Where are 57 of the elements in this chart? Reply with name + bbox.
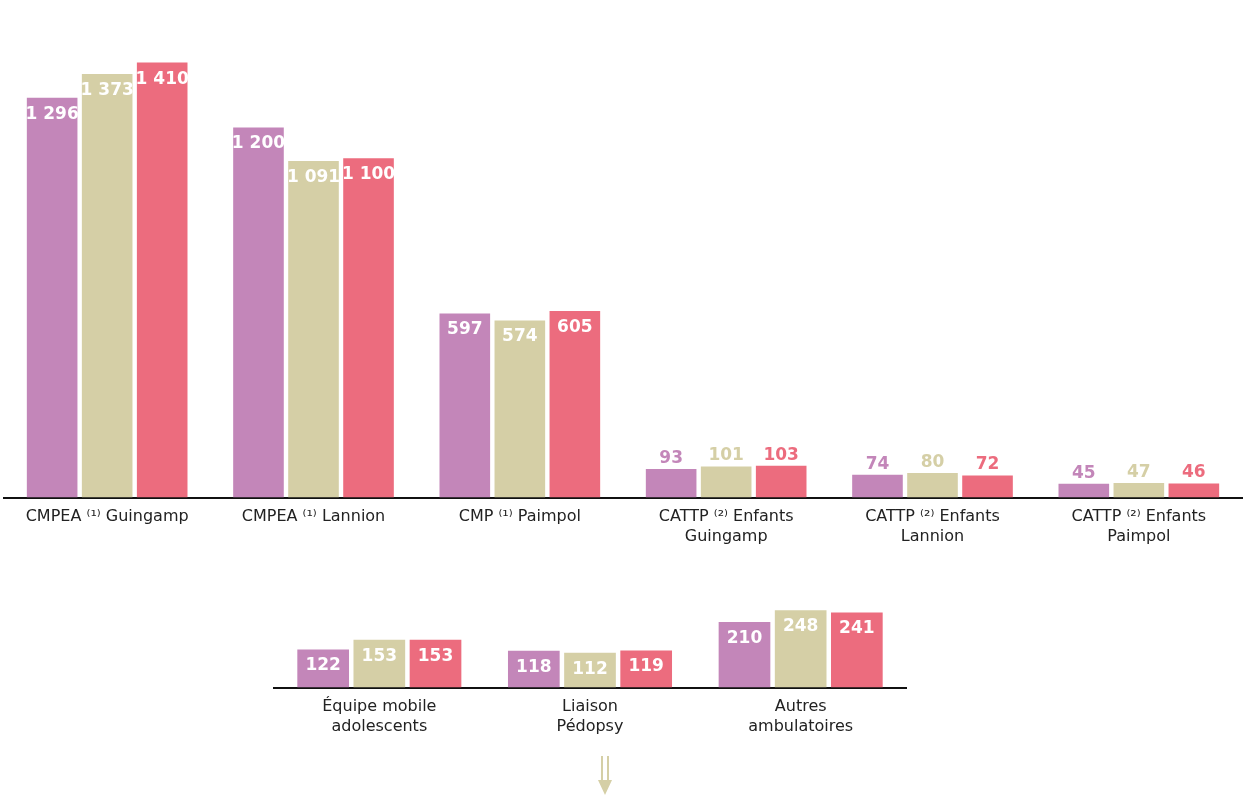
x-tick-label: Liaison Pédopsy [556,696,624,735]
bar [1168,483,1220,498]
x-tick-label: CMP ⁽¹⁾ Paimpol [458,506,581,526]
data-label: 1 200 [231,132,286,153]
bar [26,97,78,498]
data-label: 101 [708,444,744,465]
data-label: 122 [305,654,341,675]
bar [439,313,491,498]
bar [755,465,807,498]
bar [136,62,188,498]
bar [645,468,697,498]
data-label: 1 296 [25,102,79,123]
data-label: 80 [920,450,945,471]
x-tick-label: CATTP ⁽²⁾ Enfants Paimpol [1071,506,1207,545]
bar [1058,483,1110,498]
data-label: 72 [975,453,1000,474]
bar [718,622,771,688]
bar [288,161,339,498]
bar [494,320,546,498]
data-label: 118 [516,655,552,676]
data-label: 153 [361,644,398,665]
data-label: 605 [557,315,593,336]
bar [831,612,883,688]
bar [81,74,133,498]
data-label: 1 373 [80,78,134,99]
x-tick-label: Autres ambulatoires [748,696,854,735]
data-label: 153 [417,644,454,665]
data-label: 1 100 [341,163,396,184]
x-tick-label: Équipe mobile adolescents [322,696,437,735]
data-label: 103 [763,443,799,464]
data-label: 248 [782,615,819,636]
data-label: 597 [447,318,483,339]
data-label: 1 410 [135,67,189,88]
x-tick-label: CATTP ⁽²⁾ Enfants Guingamp [658,506,794,545]
data-label: 1 091 [286,165,341,186]
x-tick-label: CATTP ⁽²⁾ Enfants Lannion [865,506,1000,545]
x-tick-label: CMPEA ⁽¹⁾ Lannion [241,506,386,526]
data-label: 112 [572,657,608,678]
data-label: 46 [1182,461,1206,482]
bar [1113,483,1165,498]
data-label: 210 [726,627,763,647]
bar [852,474,903,498]
data-label: 93 [659,446,683,467]
bar [774,610,827,688]
bar [907,472,958,498]
data-label: 45 [1071,461,1096,482]
x-tick-label: CMPEA ⁽¹⁾ Guingamp [25,506,189,526]
data-label: 74 [865,452,890,473]
data-label: 47 [1127,461,1151,482]
bar [962,475,1013,498]
data-label: 119 [628,655,664,676]
bar [233,127,284,498]
bar [343,158,394,498]
data-label: 241 [839,617,875,638]
data-label: 574 [502,325,538,346]
bar [700,466,752,498]
bar [549,310,601,498]
